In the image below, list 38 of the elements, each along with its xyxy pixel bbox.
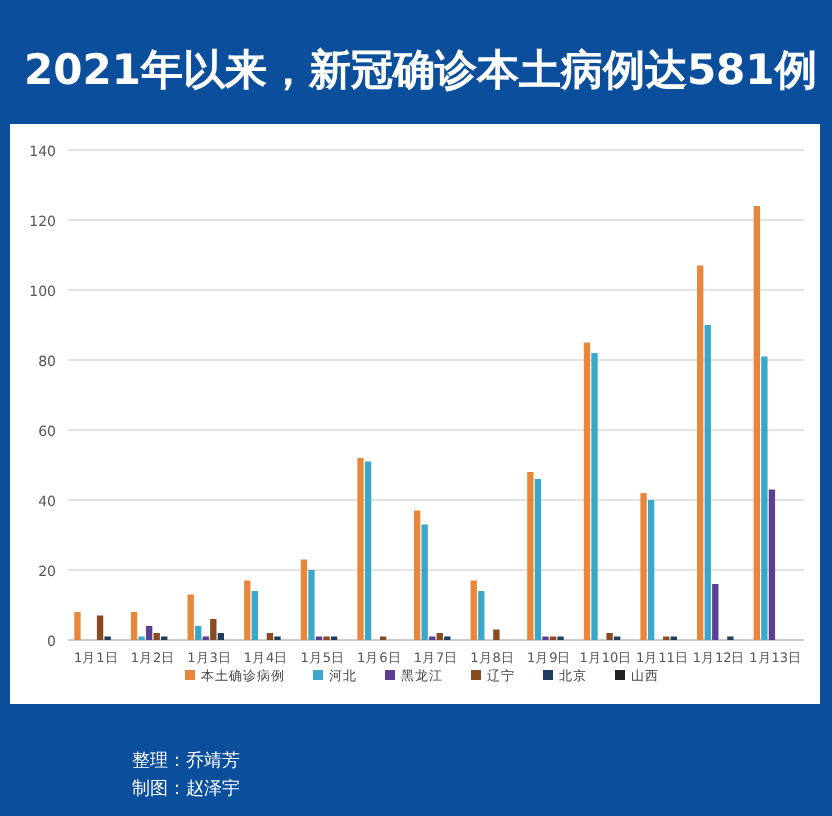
bar: [145, 626, 153, 640]
bar: [591, 353, 598, 640]
bar: [583, 342, 591, 640]
bar: [704, 325, 711, 640]
text: 制图：赵泽宇: [132, 778, 240, 800]
bar: [364, 461, 372, 640]
bar: [357, 458, 364, 640]
bar: [534, 479, 542, 640]
bar: [251, 591, 258, 640]
bar: [478, 591, 485, 640]
bar: [436, 633, 443, 640]
bar: [96, 615, 104, 640]
bar: [195, 626, 202, 640]
bar: [768, 489, 776, 640]
bar: [266, 633, 274, 640]
bar: [647, 500, 655, 640]
bar: [308, 570, 315, 640]
bar: [74, 612, 81, 640]
bar: [413, 510, 421, 640]
title: 2021年以来，新冠确诊本土病例达581例: [24, 46, 817, 94]
bar: [640, 493, 647, 640]
bar: [712, 584, 719, 640]
bar: [753, 206, 760, 640]
bar: [153, 633, 160, 640]
bar: [187, 594, 194, 640]
bar: [300, 559, 308, 640]
bar: [493, 629, 500, 640]
bar: [470, 580, 477, 640]
bar: [606, 633, 613, 640]
bar: [130, 612, 138, 640]
bar: [244, 580, 251, 640]
bar: [761, 356, 768, 640]
bar: [697, 265, 704, 640]
bar: [210, 619, 217, 640]
bar: [421, 524, 428, 640]
text: 整理：乔靖芳: [132, 750, 240, 772]
bar: [217, 633, 225, 640]
bar: [527, 472, 534, 640]
